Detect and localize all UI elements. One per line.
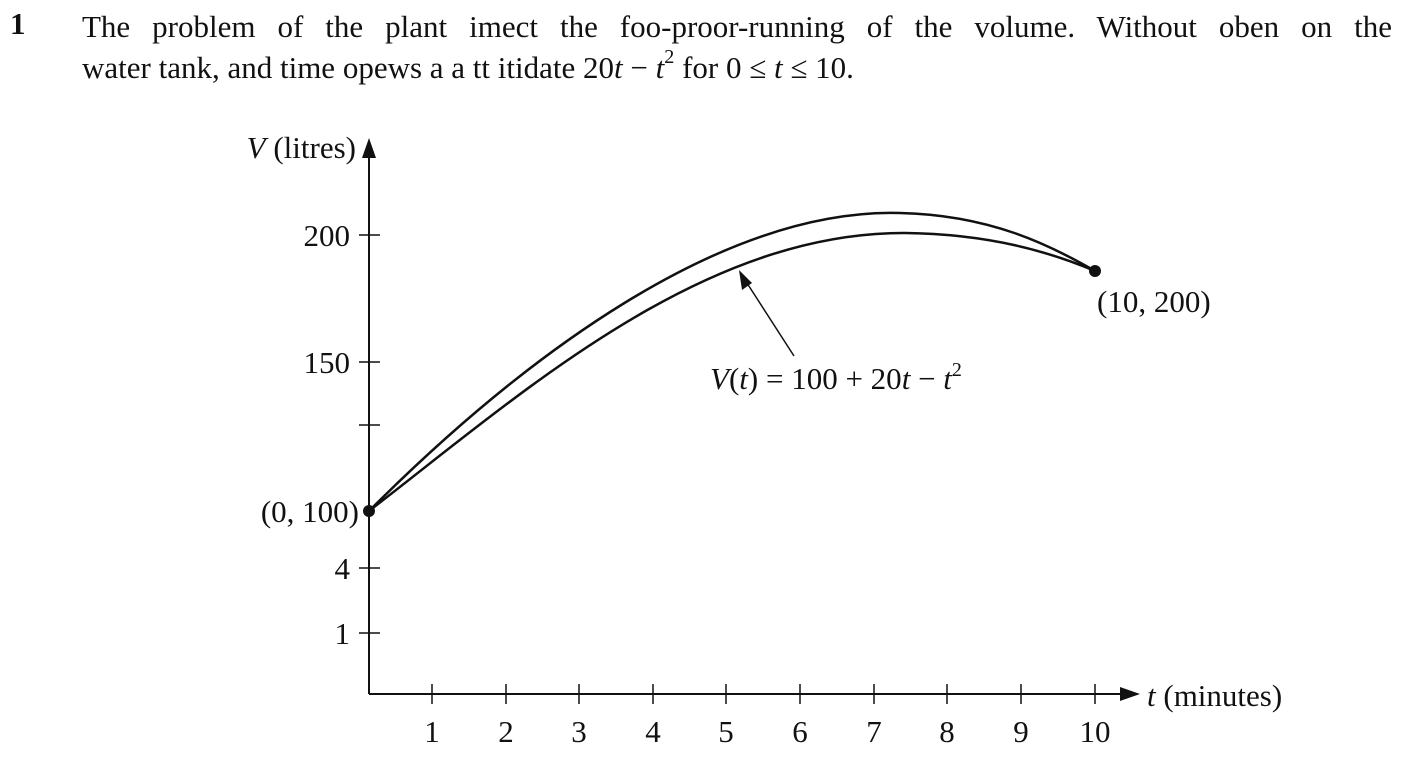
x-axis-unit: (minutes): [1156, 678, 1283, 713]
question-line-1: The problem of the plant imect the foo-p…: [82, 9, 1392, 44]
curve-pointer-line: [744, 279, 795, 357]
line2-prefix: water tank, and time opews a a tt itidat…: [82, 50, 614, 85]
x-tick-label: 10: [1080, 714, 1111, 749]
end-point-dot: [1089, 265, 1101, 277]
y-axis-arrow-icon: [362, 138, 376, 158]
x-tick-label: 9: [1013, 714, 1029, 749]
line2-suffix: for 0 ≤: [674, 50, 774, 85]
curve-label-exp: 2: [952, 359, 962, 381]
line2-exponent: 2: [664, 45, 675, 68]
start-point-label: (0, 100): [261, 494, 359, 529]
curve-label-var: t: [902, 361, 912, 396]
curve-label-close: ): [748, 361, 758, 396]
line2-var3: t: [773, 50, 783, 85]
x-tick-label: 8: [939, 714, 955, 749]
question-number: 1: [10, 6, 26, 41]
line2-end: ≤ 10.: [782, 50, 854, 85]
y-axis-unit: (litres): [266, 130, 356, 165]
curve-label-var2: t: [943, 361, 953, 396]
y-axis-label: V (litres): [247, 130, 356, 165]
line2-var: t: [614, 50, 623, 85]
x-axis-arrow-icon: [1120, 687, 1140, 701]
y-tick-label: 200: [304, 218, 351, 253]
curve-label-open: (: [729, 361, 739, 396]
curve-pointer-arrow-icon: [739, 270, 752, 290]
end-point-label: (10, 200): [1097, 284, 1211, 319]
question-line-2: water tank, and time opews a a tt itidat…: [82, 47, 1392, 88]
y-tick-label: 150: [304, 345, 351, 380]
x-tick-label: 4: [645, 714, 661, 749]
x-tick-label: 1: [424, 714, 440, 749]
curve-outer-stroke: [368, 211, 1096, 512]
curve-inner-stroke: [368, 231, 1096, 512]
x-tick-label: 7: [866, 714, 882, 749]
curve-label-rest: = 100 + 20: [758, 361, 901, 396]
line2-var2: t: [655, 50, 665, 85]
y-tick-label: 4: [335, 551, 351, 586]
y-tick-label: 1: [335, 616, 351, 651]
curve-label-func: V: [710, 361, 732, 396]
x-tick-label: 3: [571, 714, 587, 749]
x-tick-label: 6: [792, 714, 808, 749]
curve-label-minus: −: [910, 361, 943, 396]
x-tick-label: 5: [718, 714, 734, 749]
line2-minus: −: [622, 50, 656, 85]
question-text: The problem of the plant imect the foo-p…: [82, 6, 1392, 88]
start-point-dot: [363, 505, 375, 517]
x-tick-label: 2: [498, 714, 514, 749]
y-axis-var: V: [247, 130, 269, 165]
x-axis-label: t (minutes): [1147, 678, 1282, 713]
curve-equation-label: V(t) = 100 + 20t − t2: [710, 359, 962, 396]
x-axis-var: t: [1147, 678, 1157, 713]
curve-label-arg: t: [739, 361, 749, 396]
